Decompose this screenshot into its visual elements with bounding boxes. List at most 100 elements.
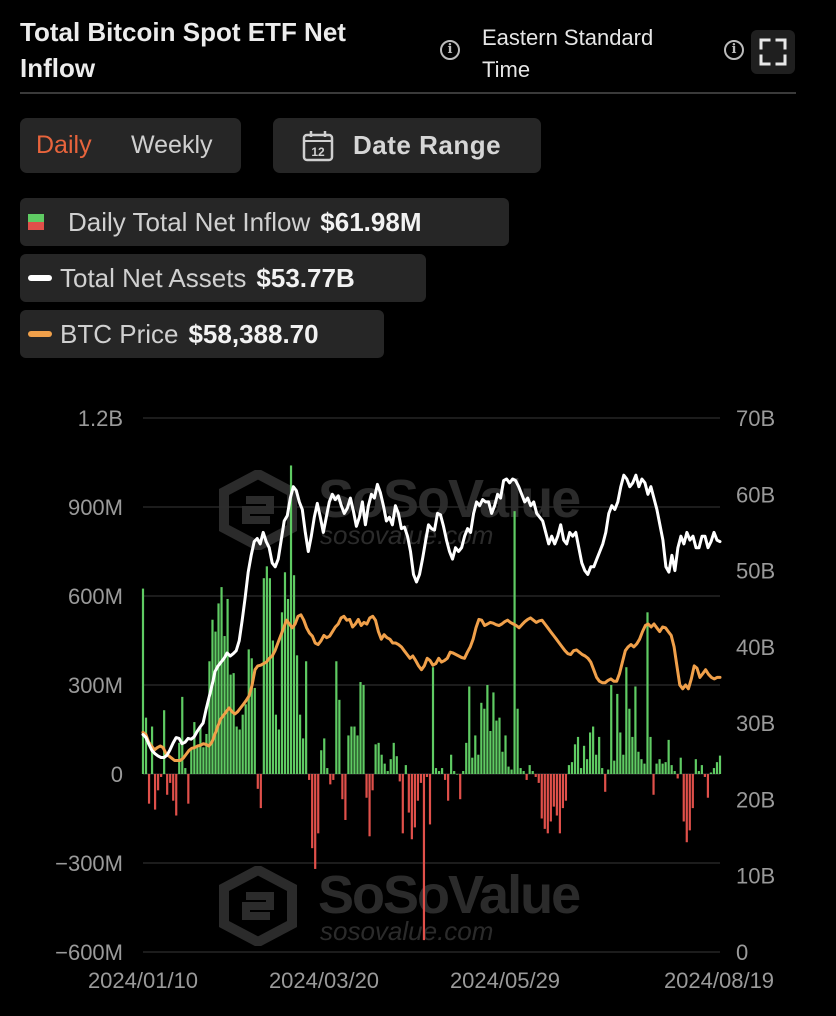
flow-bar <box>625 667 628 774</box>
flow-bar <box>196 747 199 774</box>
flow-bar <box>344 774 347 820</box>
flow-bar <box>579 768 583 774</box>
flow-bar <box>573 744 577 774</box>
flow-bar <box>486 685 489 774</box>
flow-bar <box>453 771 456 774</box>
flow-bar <box>456 774 459 775</box>
flow-bar <box>706 774 710 798</box>
flow-bar <box>685 774 688 843</box>
flow-bar <box>274 714 278 774</box>
flow-bar <box>715 762 719 774</box>
flow-bar <box>480 702 483 774</box>
flow-bar <box>504 735 507 774</box>
flow-bar <box>598 736 601 774</box>
flow-bar <box>147 774 151 804</box>
flow-bar <box>262 578 265 774</box>
flow-bar <box>549 774 552 822</box>
flow-bar <box>513 511 516 774</box>
flow-bar <box>172 774 175 801</box>
flow-bar <box>178 742 181 774</box>
flow-bar <box>468 686 471 774</box>
flow-bar <box>540 774 543 819</box>
date-range-button[interactable]: 12 Date Range <box>273 118 541 173</box>
flow-bar <box>543 774 546 829</box>
y-left-tick-label: 0 <box>111 762 123 787</box>
y-right-tick-label: 40B <box>736 635 775 660</box>
flow-bar <box>419 774 423 783</box>
legend-daily-inflow[interactable]: Daily Total Net Inflow $61.98M <box>20 198 509 246</box>
flow-bar <box>555 774 558 816</box>
flow-bar <box>241 714 244 774</box>
flow-bar <box>531 771 534 774</box>
flow-bar <box>507 766 510 774</box>
x-tick-label: 2024/03/20 <box>269 968 379 993</box>
flow-bar <box>552 774 555 807</box>
y-right-tick-label: 50B <box>736 559 775 584</box>
period-tabs: Daily Weekly <box>20 118 241 173</box>
x-tick-label: 2024/08/19 <box>664 968 774 993</box>
y-left-tick-label: 300M <box>68 673 123 698</box>
flow-bar <box>640 759 643 774</box>
flow-bar <box>141 588 145 774</box>
flow-bar <box>592 726 595 774</box>
flow-bar <box>688 774 691 831</box>
flow-bar <box>694 759 697 774</box>
flow-bar <box>217 603 220 774</box>
flow-bar <box>477 754 480 774</box>
flow-bar <box>244 704 247 774</box>
flow-bar <box>643 763 646 774</box>
legend-total-net-assets[interactable]: Total Net Assets $53.77B <box>20 254 426 302</box>
legend-btc-price[interactable]: BTC Price $58,388.70 <box>20 310 384 358</box>
y-right-tick-label: 60B <box>736 482 775 507</box>
flow-bar <box>443 774 447 780</box>
flow-bar <box>413 774 416 828</box>
fullscreen-icon <box>759 38 787 66</box>
fullscreen-button[interactable] <box>751 30 795 74</box>
flow-bar <box>422 774 426 941</box>
flow-bar <box>462 771 465 774</box>
flow-bar <box>697 771 700 774</box>
info-icon[interactable]: i <box>724 40 744 60</box>
flow-bar <box>226 598 229 774</box>
flow-bar <box>428 774 432 825</box>
flow-bar <box>564 774 568 801</box>
flow-bar <box>510 769 513 774</box>
y-right-tick-label: 0 <box>736 940 748 965</box>
flow-bar <box>259 774 262 809</box>
flow-bar <box>144 717 148 774</box>
flow-bar <box>232 673 235 774</box>
flow-bar <box>682 774 685 822</box>
flow-bar <box>691 774 694 809</box>
flow-bar <box>585 759 589 774</box>
flow-bar <box>546 774 549 834</box>
flow-bar <box>595 754 598 774</box>
info-icon[interactable]: i <box>440 40 460 60</box>
flow-bar <box>471 757 474 774</box>
flow-bar <box>519 768 522 774</box>
flow-bar <box>404 765 407 774</box>
page-title: Total Bitcoin Spot ETF Net Inflow <box>20 17 346 83</box>
y-left-tick-label: −300M <box>55 851 123 876</box>
tab-weekly[interactable]: Weekly <box>131 131 213 159</box>
flow-bar <box>362 685 365 774</box>
flow-bar <box>326 768 329 774</box>
flow-bar <box>205 733 208 774</box>
tab-daily[interactable]: Daily <box>36 131 92 159</box>
flow-bar <box>522 771 525 774</box>
flow-bar <box>628 708 631 774</box>
flow-bar <box>323 738 326 774</box>
flow-bar <box>658 759 661 774</box>
flow-bar <box>649 736 652 774</box>
flow-bar <box>256 774 259 789</box>
flow-bar <box>271 640 275 774</box>
flow-bar <box>277 729 281 774</box>
flow-bar <box>371 774 374 791</box>
legend-label: Daily Total Net Inflow <box>68 207 311 237</box>
y-right-tick-label: 10B <box>736 864 775 889</box>
flow-bar <box>332 774 335 780</box>
flow-bar <box>401 774 404 834</box>
flow-bar <box>353 726 356 774</box>
flow-bar <box>718 755 722 774</box>
flow-bar <box>431 667 435 774</box>
